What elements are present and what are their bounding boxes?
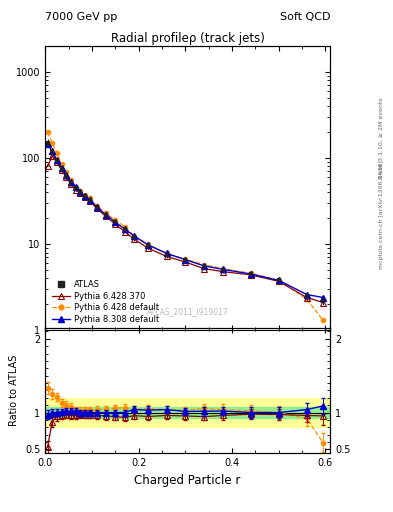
Text: 7000 GeV pp: 7000 GeV pp <box>45 11 118 22</box>
Y-axis label: Ratio to ATLAS: Ratio to ATLAS <box>9 355 19 426</box>
Text: Soft QCD: Soft QCD <box>280 11 330 22</box>
Text: mcplots.cern.ch [arXiv:1306.3436]: mcplots.cern.ch [arXiv:1306.3436] <box>379 161 384 269</box>
X-axis label: Charged Particle r: Charged Particle r <box>134 474 241 486</box>
Text: ATLAS_2011_I919017: ATLAS_2011_I919017 <box>147 307 229 316</box>
Text: Rivet 3.1.10, ≥ 2M events: Rivet 3.1.10, ≥ 2M events <box>379 97 384 179</box>
Title: Radial profileρ (track jets): Radial profileρ (track jets) <box>111 32 264 45</box>
Bar <box>45 398 330 428</box>
Legend: ATLAS, Pythia 6.428 370, Pythia 6.428 default, Pythia 8.308 default: ATLAS, Pythia 6.428 370, Pythia 6.428 de… <box>50 278 162 326</box>
Bar <box>45 408 330 418</box>
